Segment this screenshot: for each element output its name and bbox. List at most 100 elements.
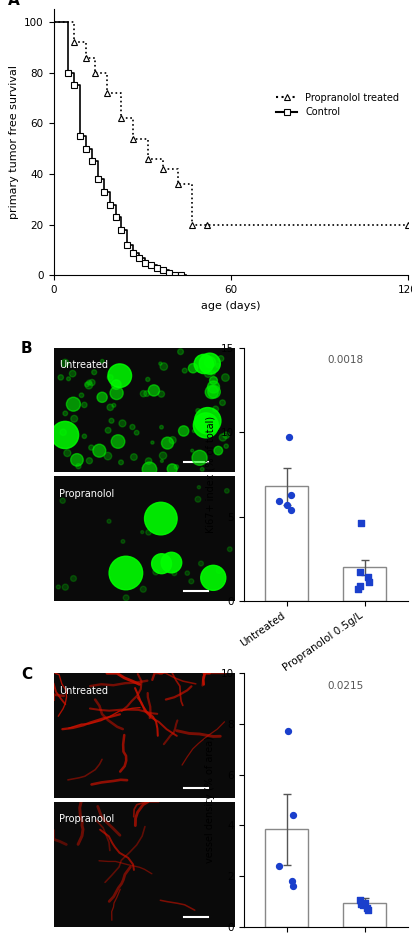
Bar — [343, 902, 386, 927]
Point — [287, 487, 294, 502]
Point — [58, 370, 64, 385]
Point — [365, 570, 371, 585]
Point — [357, 893, 363, 908]
Point — [70, 571, 77, 586]
Point — [158, 556, 165, 571]
Point — [357, 564, 363, 579]
Point — [62, 579, 69, 594]
Point — [160, 448, 166, 463]
Point — [223, 439, 229, 454]
Point — [288, 873, 295, 888]
Point — [173, 460, 180, 475]
Point — [131, 449, 137, 464]
Point — [207, 355, 213, 370]
Point — [59, 493, 66, 508]
Bar — [265, 829, 308, 927]
Point — [140, 387, 147, 402]
Point — [145, 525, 152, 540]
Point — [210, 380, 217, 395]
Point — [177, 344, 184, 359]
Point — [201, 357, 207, 372]
Point — [290, 808, 296, 823]
Point — [145, 372, 151, 387]
Point — [212, 402, 219, 417]
Point — [159, 454, 165, 469]
Point — [180, 423, 187, 438]
Point — [223, 428, 229, 443]
Point — [364, 900, 371, 915]
Point — [204, 414, 211, 429]
Point — [290, 879, 296, 894]
Point — [189, 443, 196, 458]
Point — [276, 494, 283, 509]
Bar — [265, 486, 308, 601]
Point — [133, 425, 140, 440]
Point — [216, 563, 222, 578]
Point — [91, 365, 98, 380]
Point — [71, 411, 77, 426]
Point — [283, 497, 290, 512]
Point — [203, 417, 209, 432]
Point — [62, 428, 68, 443]
Point — [366, 575, 372, 590]
Point — [276, 858, 283, 873]
Legend: Propranolol treated, Control: Propranolol treated, Control — [272, 89, 403, 122]
Point — [62, 356, 68, 371]
Point — [362, 895, 368, 910]
Point — [113, 377, 119, 392]
Point — [210, 366, 216, 381]
Point — [158, 419, 165, 434]
Point — [208, 385, 215, 400]
Point — [195, 491, 201, 506]
Point — [161, 359, 167, 374]
Point — [105, 423, 111, 438]
Point — [146, 461, 153, 476]
Point — [70, 397, 77, 412]
Point — [117, 368, 123, 383]
Point — [169, 432, 176, 447]
Point — [196, 480, 202, 495]
Point — [169, 461, 176, 476]
Bar — [343, 567, 386, 601]
Point — [196, 450, 203, 465]
Point — [119, 534, 126, 548]
Point — [96, 444, 103, 459]
Point — [86, 453, 93, 468]
Point — [157, 511, 164, 526]
X-axis label: age (days): age (days) — [201, 300, 260, 311]
Point — [88, 440, 95, 455]
Point — [110, 398, 117, 413]
Point — [129, 419, 136, 434]
Point — [119, 416, 126, 431]
Point — [65, 372, 72, 387]
Point — [220, 430, 226, 445]
Point — [211, 385, 218, 400]
Point — [145, 454, 152, 469]
Y-axis label: vessel density (% of area): vessel density (% of area) — [205, 737, 215, 863]
Text: Propranolol: Propranolol — [59, 489, 114, 499]
Point — [365, 902, 371, 917]
Point — [60, 425, 66, 440]
Point — [86, 375, 92, 390]
Point — [205, 366, 211, 381]
Point — [55, 579, 62, 594]
Text: Untreated: Untreated — [59, 686, 108, 695]
Point — [285, 724, 291, 739]
Point — [107, 370, 113, 385]
Point — [190, 360, 197, 375]
Point — [188, 574, 194, 589]
Point — [171, 565, 178, 580]
Point — [84, 377, 90, 392]
Point — [227, 542, 233, 557]
Point — [360, 898, 366, 913]
Text: Propranolol: Propranolol — [59, 814, 114, 825]
Point — [288, 503, 294, 518]
Point — [115, 434, 121, 449]
Point — [86, 378, 92, 393]
Point — [210, 373, 217, 388]
Point — [74, 452, 80, 467]
Point — [157, 356, 164, 371]
Point — [198, 556, 204, 571]
Point — [286, 430, 292, 445]
Point — [69, 366, 76, 381]
